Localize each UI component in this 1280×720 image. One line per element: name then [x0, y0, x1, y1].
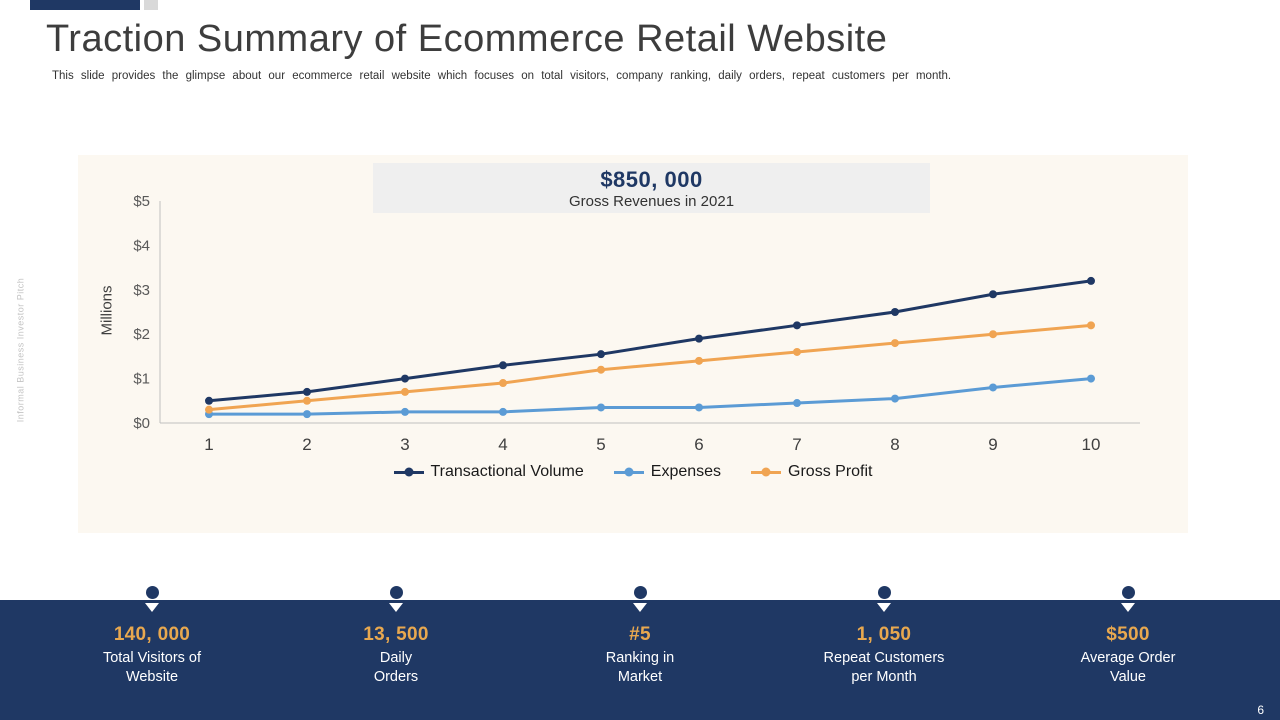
chart-legend: Transactional Volume Expenses Gross Prof… — [78, 463, 1188, 481]
svg-text:9: 9 — [988, 435, 997, 454]
marker-dot-icon — [633, 586, 647, 599]
legend-item-transactional-volume: Transactional Volume — [393, 463, 584, 481]
arrow-down-icon — [877, 603, 891, 612]
svg-text:8: 8 — [890, 435, 899, 454]
side-watermark-text: Informal Business Investor Pitch — [15, 277, 25, 423]
gross-revenue-caption: Gross Revenues in 2021 — [568, 193, 735, 210]
svg-text:$1: $1 — [133, 371, 150, 388]
svg-text:1: 1 — [204, 435, 213, 454]
stat-label: Ranking in Market — [518, 649, 762, 687]
stat-label-line2: Website — [125, 668, 179, 685]
stat-label-line2: Market — [617, 668, 663, 685]
svg-text:5: 5 — [596, 435, 605, 454]
stat-label-line2: Orders — [373, 668, 419, 685]
traction-line-chart: $0 $1 $2 $3 $4 $5 1 2 3 4 5 6 7 8 9 10 — [133, 193, 1140, 454]
stat-label: Daily Orders — [274, 649, 518, 687]
stat-label-line2: per Month — [851, 668, 917, 685]
legend-label: Gross Profit — [788, 463, 873, 480]
svg-text:$5: $5 — [133, 193, 150, 210]
svg-text:7: 7 — [792, 435, 801, 454]
stat-value: 1, 050 — [856, 624, 912, 645]
stat-label-line1: Average Order — [1080, 650, 1176, 666]
legend-item-expenses: Expenses — [613, 463, 722, 481]
page-title: Traction Summary of Ecommerce Retail Web… — [46, 18, 888, 60]
svg-text:4: 4 — [498, 435, 507, 454]
page-number: 6 — [1257, 703, 1264, 717]
svg-text:10: 10 — [1082, 435, 1101, 454]
svg-text:$0: $0 — [133, 415, 150, 432]
svg-text:3: 3 — [400, 435, 409, 454]
legend-line-swatch — [613, 467, 644, 477]
stats-row: 140, 000 Total Visitors of Website 13, 5… — [30, 580, 1250, 720]
stat-value: 13, 500 — [363, 624, 429, 645]
marker-dot-icon — [389, 586, 403, 599]
svg-text:$3: $3 — [133, 282, 150, 299]
marker-dot-icon — [1121, 586, 1135, 599]
stat-daily-orders: 13, 500 Daily Orders — [274, 580, 518, 720]
top-accent-bar — [30, 0, 140, 10]
gross-revenue-value: $850, 000 — [600, 167, 703, 192]
legend-item-gross-profit: Gross Profit — [751, 463, 873, 481]
svg-text:6: 6 — [694, 435, 703, 454]
stat-label-line2: Value — [1109, 668, 1146, 685]
stat-average-order-value: $500 Average Order Value — [1006, 580, 1250, 720]
legend-line-swatch — [393, 467, 424, 477]
marker-dot-icon — [145, 586, 159, 599]
svg-text:$2: $2 — [133, 326, 150, 343]
stat-label: Total Visitors of Website — [30, 649, 274, 687]
svg-text:$4: $4 — [133, 237, 150, 254]
stat-label-line1: Daily — [379, 650, 413, 666]
legend-label: Transactional Volume — [430, 463, 584, 480]
svg-text:2: 2 — [302, 435, 311, 454]
chart-header-box: $850, 000 Gross Revenues in 2021 — [373, 163, 930, 213]
stat-label-line1: Total Visitors of — [102, 650, 202, 666]
stat-label: Average Order Value — [1006, 649, 1250, 687]
arrow-down-icon — [633, 603, 647, 612]
legend-line-swatch — [751, 467, 782, 477]
stat-market-ranking: #5 Ranking in Market — [518, 580, 762, 720]
stat-label: Repeat Customers per Month — [762, 649, 1006, 687]
top-accent-bar-secondary — [144, 0, 158, 10]
legend-label: Expenses — [650, 463, 722, 480]
chart-card: $850, 000 Gross Revenues in 2021 Million… — [78, 155, 1188, 533]
stat-value: #5 — [629, 624, 651, 645]
stat-total-visitors: 140, 000 Total Visitors of Website — [30, 580, 274, 720]
arrow-down-icon — [145, 603, 159, 612]
stat-value: 140, 000 — [113, 624, 191, 645]
stat-label-line1: Ranking in — [605, 650, 675, 666]
side-watermark-wrap: Informal Business Investor Pitch — [10, 230, 30, 470]
stats-band — [0, 600, 1280, 720]
stat-value: $500 — [1106, 624, 1150, 645]
arrow-down-icon — [1121, 603, 1135, 612]
arrow-down-icon — [389, 603, 403, 612]
stat-label-line1: Repeat Customers — [823, 650, 945, 666]
marker-dot-icon — [877, 586, 891, 599]
stat-repeat-customers: 1, 050 Repeat Customers per Month — [762, 580, 1006, 720]
slide-subtitle: This slide provides the glimpse about ou… — [52, 70, 952, 82]
